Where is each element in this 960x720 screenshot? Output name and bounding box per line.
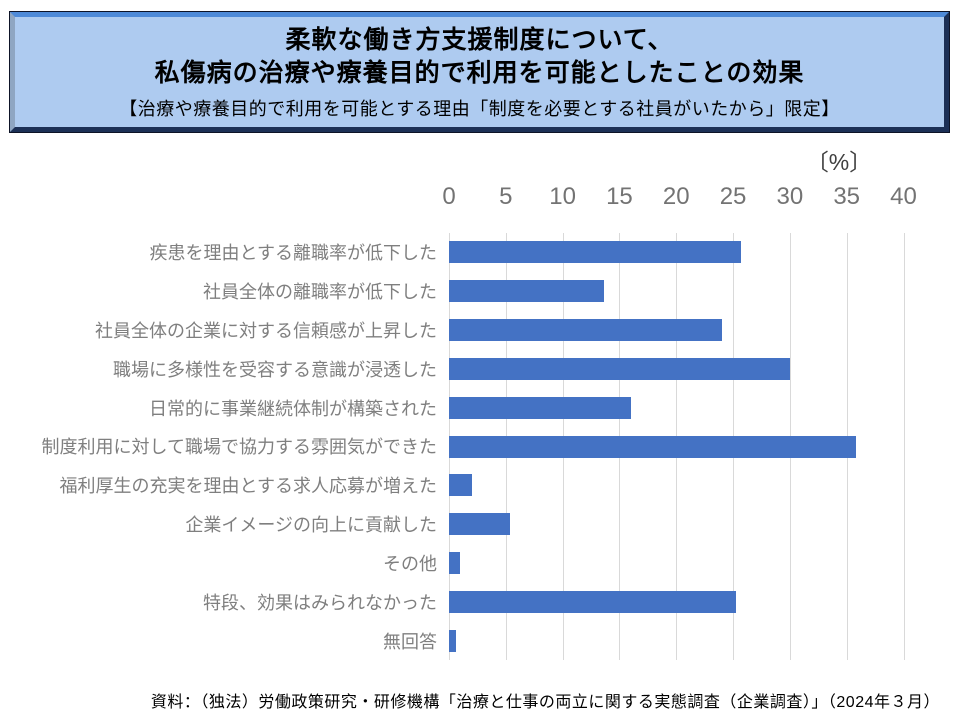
x-tick-label: 10 xyxy=(549,183,576,210)
category-label: 日常的に事業継続体制が構築された xyxy=(149,398,437,419)
category-label: 社員全体の企業に対する信頼感が上昇した xyxy=(95,321,437,342)
bar xyxy=(449,629,456,652)
bar xyxy=(449,280,604,303)
x-axis: 0 5 10 15 20 25 30 35 40 xyxy=(0,183,960,213)
x-tick-label: 35 xyxy=(833,183,861,210)
category-label: その他 xyxy=(383,553,437,574)
bar xyxy=(449,241,742,264)
bar xyxy=(449,396,631,419)
x-tick-label: 20 xyxy=(662,183,690,210)
x-tick-label: 25 xyxy=(719,183,747,210)
chart-title-line1: 柔軟な働き方支援制度について、 xyxy=(285,26,674,54)
bar xyxy=(449,319,722,342)
category-label: 社員全体の離職率が低下した xyxy=(203,282,437,303)
source-note: 資料：（独法）労働政策研究・研修機構「治療と仕事の両立に関する実態調査（企業調査… xyxy=(150,694,940,711)
category-label: 職場に多様性を受容する意識が浸透した xyxy=(113,359,437,380)
gridline xyxy=(903,233,905,660)
category-label: 疾患を理由とする離職率が低下した xyxy=(149,243,437,264)
bar xyxy=(449,551,461,574)
category-label: 制度利用に対して職場で協力する雰囲気ができた xyxy=(41,437,437,458)
bar xyxy=(449,513,511,536)
title-box: 柔軟な働き方支援制度について、 私傷病の治療や療養目的で利用を可能としたことの効… xyxy=(9,11,950,133)
percent-unit-label: 〔%〕 xyxy=(805,149,873,175)
x-tick-label: 40 xyxy=(890,183,917,210)
category-label: 特段、効果はみられなかった xyxy=(203,592,437,613)
chart-title-line2: 私傷病の治療や療養目的で利用を可能としたことの効果 xyxy=(154,59,805,87)
category-label: 企業イメージの向上に貢献した xyxy=(185,515,437,536)
bar xyxy=(449,474,472,497)
x-tick-label: 30 xyxy=(776,183,804,210)
chart-subtitle: 【治療や療養目的で利用を可能とする理由「制度を必要とする社員がいたから」限定】 xyxy=(119,99,840,119)
x-tick-label: 15 xyxy=(606,183,633,210)
category-label: 福利厚生の充実を理由とする求人応募が増えた xyxy=(59,476,437,497)
bar xyxy=(449,357,790,380)
x-tick-label: 0 xyxy=(442,183,456,210)
bar xyxy=(449,590,737,613)
bar xyxy=(449,435,856,458)
category-label: 無回答 xyxy=(383,631,437,652)
x-tick-label: 5 xyxy=(499,183,513,210)
